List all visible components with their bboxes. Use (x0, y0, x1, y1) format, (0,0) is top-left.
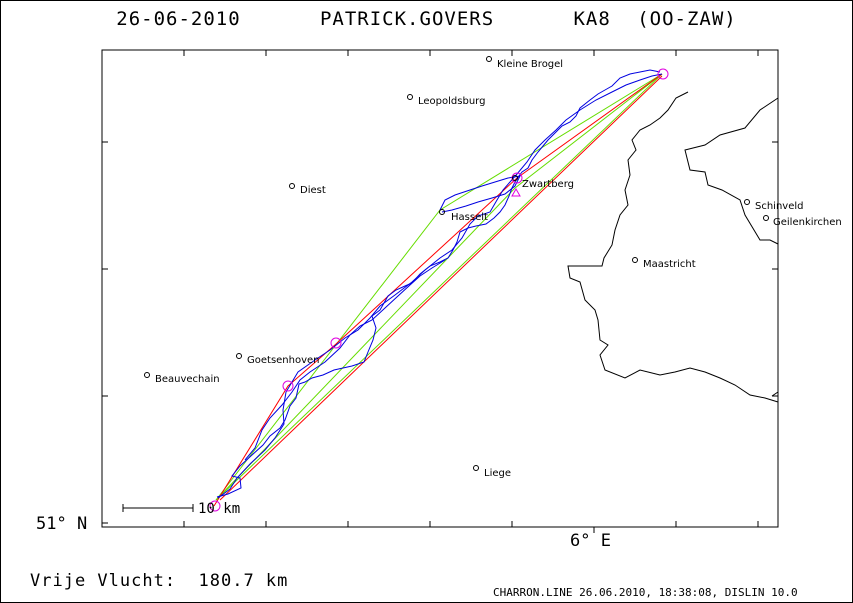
place-dot (744, 199, 750, 205)
place-label: Geilenkirchen (773, 217, 842, 228)
place-label: Kleine Brogel (497, 59, 563, 70)
place-dot (144, 372, 150, 378)
place-labels: Kleine Brogel Leopoldsburg Diest Zwartbe… (155, 59, 842, 479)
triangle-leg (215, 73, 663, 501)
place-label: Diest (300, 185, 326, 196)
place-dot (439, 209, 445, 215)
scale-label: 10 km (198, 501, 240, 517)
scale-bar (122, 504, 194, 512)
triangle-marker (511, 187, 521, 197)
place-dot (289, 183, 295, 189)
place-label: Leopoldsburg (418, 96, 485, 107)
place-label: Beauvechain (155, 374, 220, 385)
fai-triangle (215, 73, 663, 501)
place-label: Maastricht (643, 259, 696, 270)
track-line (244, 259, 446, 461)
gps-track (216, 69, 663, 499)
border-line (567, 91, 779, 403)
place-dot (407, 94, 413, 100)
place-label: Goetsenhoven (247, 355, 320, 366)
start-point-marker (209, 500, 221, 512)
track-line (216, 69, 661, 498)
place-dot (763, 215, 769, 221)
place-dot (632, 257, 638, 263)
border-line (684, 97, 779, 245)
place-label: Liege (484, 468, 511, 479)
place-dot (236, 353, 242, 359)
turnpoints (209, 68, 669, 512)
finish-point-marker (657, 68, 669, 80)
border-line (771, 391, 779, 397)
place-dot (473, 465, 479, 471)
place-label: Hasselt (451, 212, 488, 223)
place-label: Schinveld (755, 201, 804, 212)
map-frame (101, 49, 779, 528)
track-line (439, 175, 521, 213)
place-dot (512, 175, 518, 181)
task-leg (213, 73, 663, 507)
turnpoint-marker (282, 380, 294, 392)
latitude-label: 51° N (36, 514, 88, 534)
task-leg (219, 75, 663, 501)
country-borders (567, 91, 779, 403)
place-label: Zwartberg (522, 179, 574, 190)
axis-ticks (102, 50, 778, 533)
longitude-label: 6° E (570, 531, 611, 551)
footer-text: CHARRON.LINE 26.06.2010, 18:38:08, DISLI… (493, 586, 798, 599)
flight-summary: Vrije Vlucht: 180.7 km (30, 571, 289, 591)
place-markers (144, 56, 769, 471)
track-line (217, 73, 663, 499)
task-line (213, 73, 663, 507)
triangle-leg (215, 73, 663, 501)
place-dot (486, 56, 492, 62)
chart-title: 26-06-2010 PATRICK.GOVERS KA8 (OO-ZAW) (116, 8, 737, 30)
turnpoint-marker (330, 337, 342, 349)
